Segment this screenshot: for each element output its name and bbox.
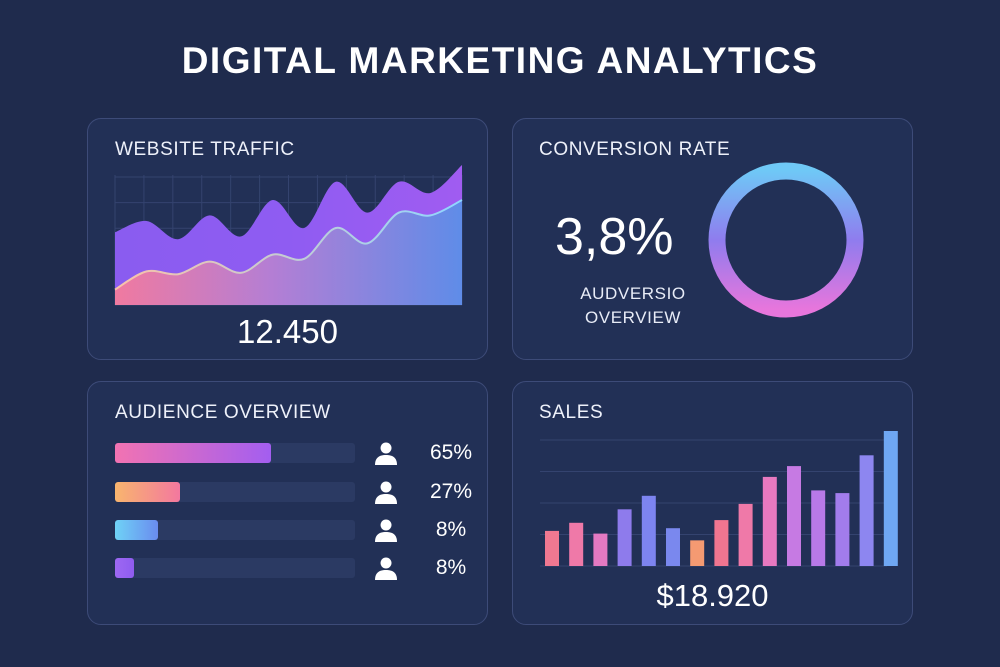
conversion-rate-title: CONVERSION RATE [539,139,731,160]
sales-bar [690,540,705,566]
website-traffic-title: WEBSITE TRAFFIC [115,139,295,160]
audience-percent: 8% [435,518,467,541]
conversion-ring [708,162,864,318]
audience-bar-fill [115,482,180,502]
sales-bar [859,455,874,566]
sales-bar [811,490,826,566]
audience-percent: 27% [429,480,473,503]
audience-bar-track [115,482,355,502]
conversion-subtitle-line1: AUDVERSIO [580,284,686,303]
audience-overview-title: AUDIENCE OVERVIEW [115,402,331,423]
audience-bar-fill [115,558,135,578]
sales-bar [593,533,608,566]
conversion-rate-card: CONVERSION RATE 3,8% AUDVERSIO OVERVIEW [512,118,913,360]
traffic-series-front-line [114,199,463,291]
sales-card: SALES $18.920 [512,381,913,625]
audience-bar-fill [115,443,271,463]
sales-title: SALES [539,402,604,423]
sales-bar [666,528,680,566]
page-title: DIGITAL MARKETING ANALYTICS [181,40,819,81]
audience-bar-track [115,443,355,463]
user-icon [375,557,397,580]
sales-bar [762,476,777,566]
sales-bar [883,431,898,566]
sales-bar [641,495,656,566]
sales-value: $18.920 [656,578,769,613]
audience-bar-fill [115,520,159,540]
user-icon [375,481,397,504]
audience-overview-card: AUDIENCE OVERVIEW 65% 27% 8% 8% [87,381,488,625]
sales-bar [617,509,632,566]
sales-bar [787,466,801,566]
sales-bar [714,520,729,566]
sales-bar [569,522,584,566]
conversion-subtitle: AUDVERSIO OVERVIEW [513,282,753,330]
conversion-rate-value: 3,8% [555,208,674,266]
sales-bar-chart [540,431,898,567]
traffic-area-chart [114,165,463,306]
conversion-subtitle-line2: OVERVIEW [584,308,682,327]
audience-bar-track [115,558,355,578]
audience-percent: 8% [435,556,467,579]
audience-percent: 65% [429,441,473,464]
website-traffic-card: WEBSITE TRAFFIC 12.450 [87,118,488,360]
sales-bar [545,530,559,566]
conversion-ring-chart [708,162,864,318]
website-traffic-value: 12.450 [237,313,338,350]
traffic-series-front-area [115,200,462,305]
user-icon [375,519,397,542]
user-icon [375,442,397,465]
audience-bar-track [115,520,355,540]
sales-bar [835,493,850,566]
sales-bar [738,503,753,566]
